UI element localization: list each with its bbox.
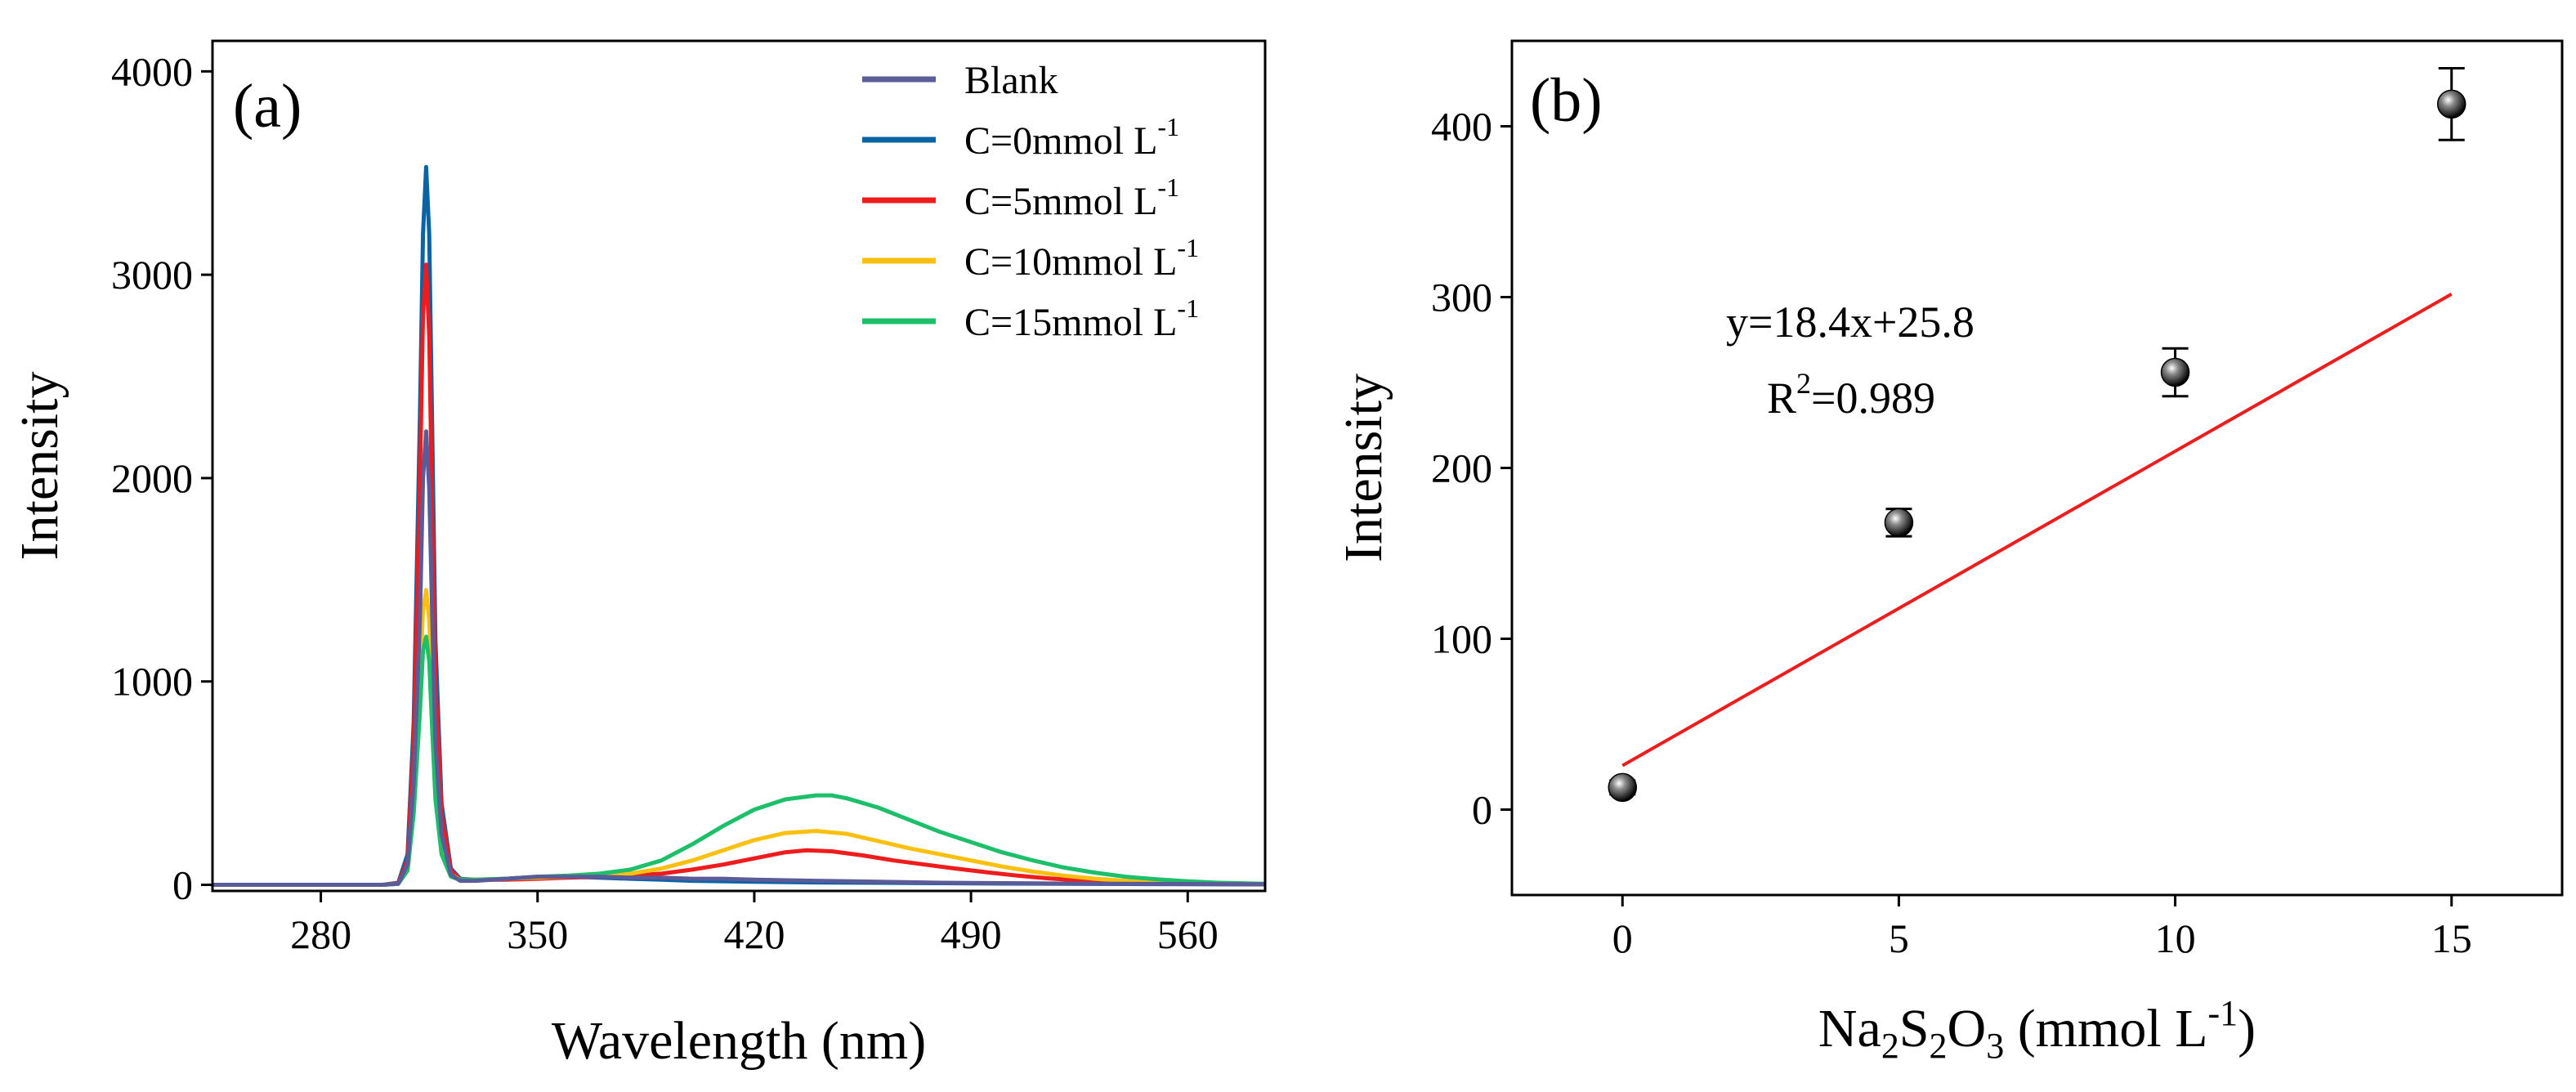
y-tick-label-0: 0 (172, 862, 193, 908)
x-label-subscript: 2 (1881, 1026, 1899, 1066)
legend-label-text: C=0mmol L (964, 119, 1157, 163)
r-squared-value: =0.989 (1811, 374, 1935, 423)
x-label-part: O (1948, 999, 1987, 1058)
y-tick-label-1: 100 (1431, 616, 1492, 662)
x-axis-label: Wavelength (nm) (552, 1011, 926, 1071)
legend-label-text: C=15mmol L (964, 301, 1177, 344)
legend-label-3: C=10mmol L-1 (964, 233, 1199, 284)
legend-label-2: C=5mmol L-1 (964, 172, 1179, 223)
x-label-part: (mmol L (2004, 999, 2207, 1058)
plot-frame (1510, 39, 2564, 897)
x-tick-label-2: 420 (723, 911, 785, 957)
y-tick-label-2: 2000 (111, 455, 193, 501)
x-label-subscript: 3 (1986, 1026, 2004, 1066)
x-axis-label: Na2S2O3 (mmol L-1) (1818, 993, 2256, 1066)
y-axis-label: Intensity (1334, 374, 1393, 562)
x-tick-label-1: 350 (507, 911, 568, 957)
legend-label-0: Blank (964, 59, 1058, 102)
y-tick-label-0: 0 (1472, 787, 1492, 833)
y-tick-label-3: 300 (1431, 275, 1492, 320)
data-point-1 (1884, 508, 1914, 538)
y-tick-label-4: 4000 (111, 48, 193, 94)
legend-label-sup: -1 (1177, 233, 1199, 262)
x-tick-label-3: 490 (941, 911, 1002, 957)
x-tick-label-2: 10 (2155, 915, 2196, 961)
legend-label-text: C=5mmol L (964, 180, 1157, 223)
legend-label-sup: -1 (1177, 293, 1199, 323)
y-tick-label-1: 1000 (111, 659, 193, 705)
x-label-part: Na (1818, 999, 1881, 1058)
series-line-4 (212, 634, 1265, 887)
y-axis-label: Intensity (10, 372, 69, 561)
legend-label-text: C=10mmol L (964, 240, 1177, 284)
x-tick-label-0: 280 (290, 911, 351, 957)
x-tick-label-4: 560 (1157, 911, 1219, 957)
series-line-2 (212, 262, 1265, 887)
legend-label-4: C=15mmol L-1 (964, 293, 1199, 344)
data-point-3 (2436, 89, 2466, 119)
y-tick-label-2: 200 (1431, 445, 1492, 491)
x-label-part: S (1899, 999, 1930, 1058)
fit-equation: y=18.4x+25.8 (1726, 298, 1974, 347)
data-point-2 (2160, 357, 2190, 387)
r-squared: R2=0.989 (1767, 367, 1935, 423)
panel-a-spectra-chart: 280 350 420 490 560 0 1000 2000 3000 4000 (a) Wavel… (10, 39, 1267, 1071)
legend-label-sup: -1 (1157, 112, 1179, 141)
r-squared-exponent: 2 (1796, 367, 1811, 400)
r-squared-symbol: R (1767, 374, 1796, 423)
x-label-superscript: -1 (2208, 993, 2238, 1033)
panel-label: (b) (1530, 66, 1603, 135)
x-tick-label-1: 5 (1889, 915, 1909, 961)
legend-label-sup: -1 (1157, 172, 1179, 202)
x-label-subscript: 2 (1930, 1026, 1948, 1066)
legend-label-text: Blank (964, 59, 1058, 102)
fit-line (1621, 292, 2453, 768)
series-line-3 (212, 588, 1265, 887)
x-label-part: ) (2238, 999, 2256, 1058)
panel-label: (a) (233, 72, 302, 141)
x-tick-label-0: 0 (1612, 915, 1633, 961)
y-tick-label-4: 400 (1431, 104, 1492, 150)
plot-frame (211, 39, 1267, 893)
y-tick-label-3: 3000 (111, 252, 193, 298)
x-tick-label-3: 15 (2431, 915, 2472, 961)
legend-label-1: C=0mmol L-1 (964, 112, 1179, 163)
data-point-0 (1608, 772, 1638, 803)
series-lines (212, 164, 1265, 887)
series-line-0 (212, 429, 1265, 887)
